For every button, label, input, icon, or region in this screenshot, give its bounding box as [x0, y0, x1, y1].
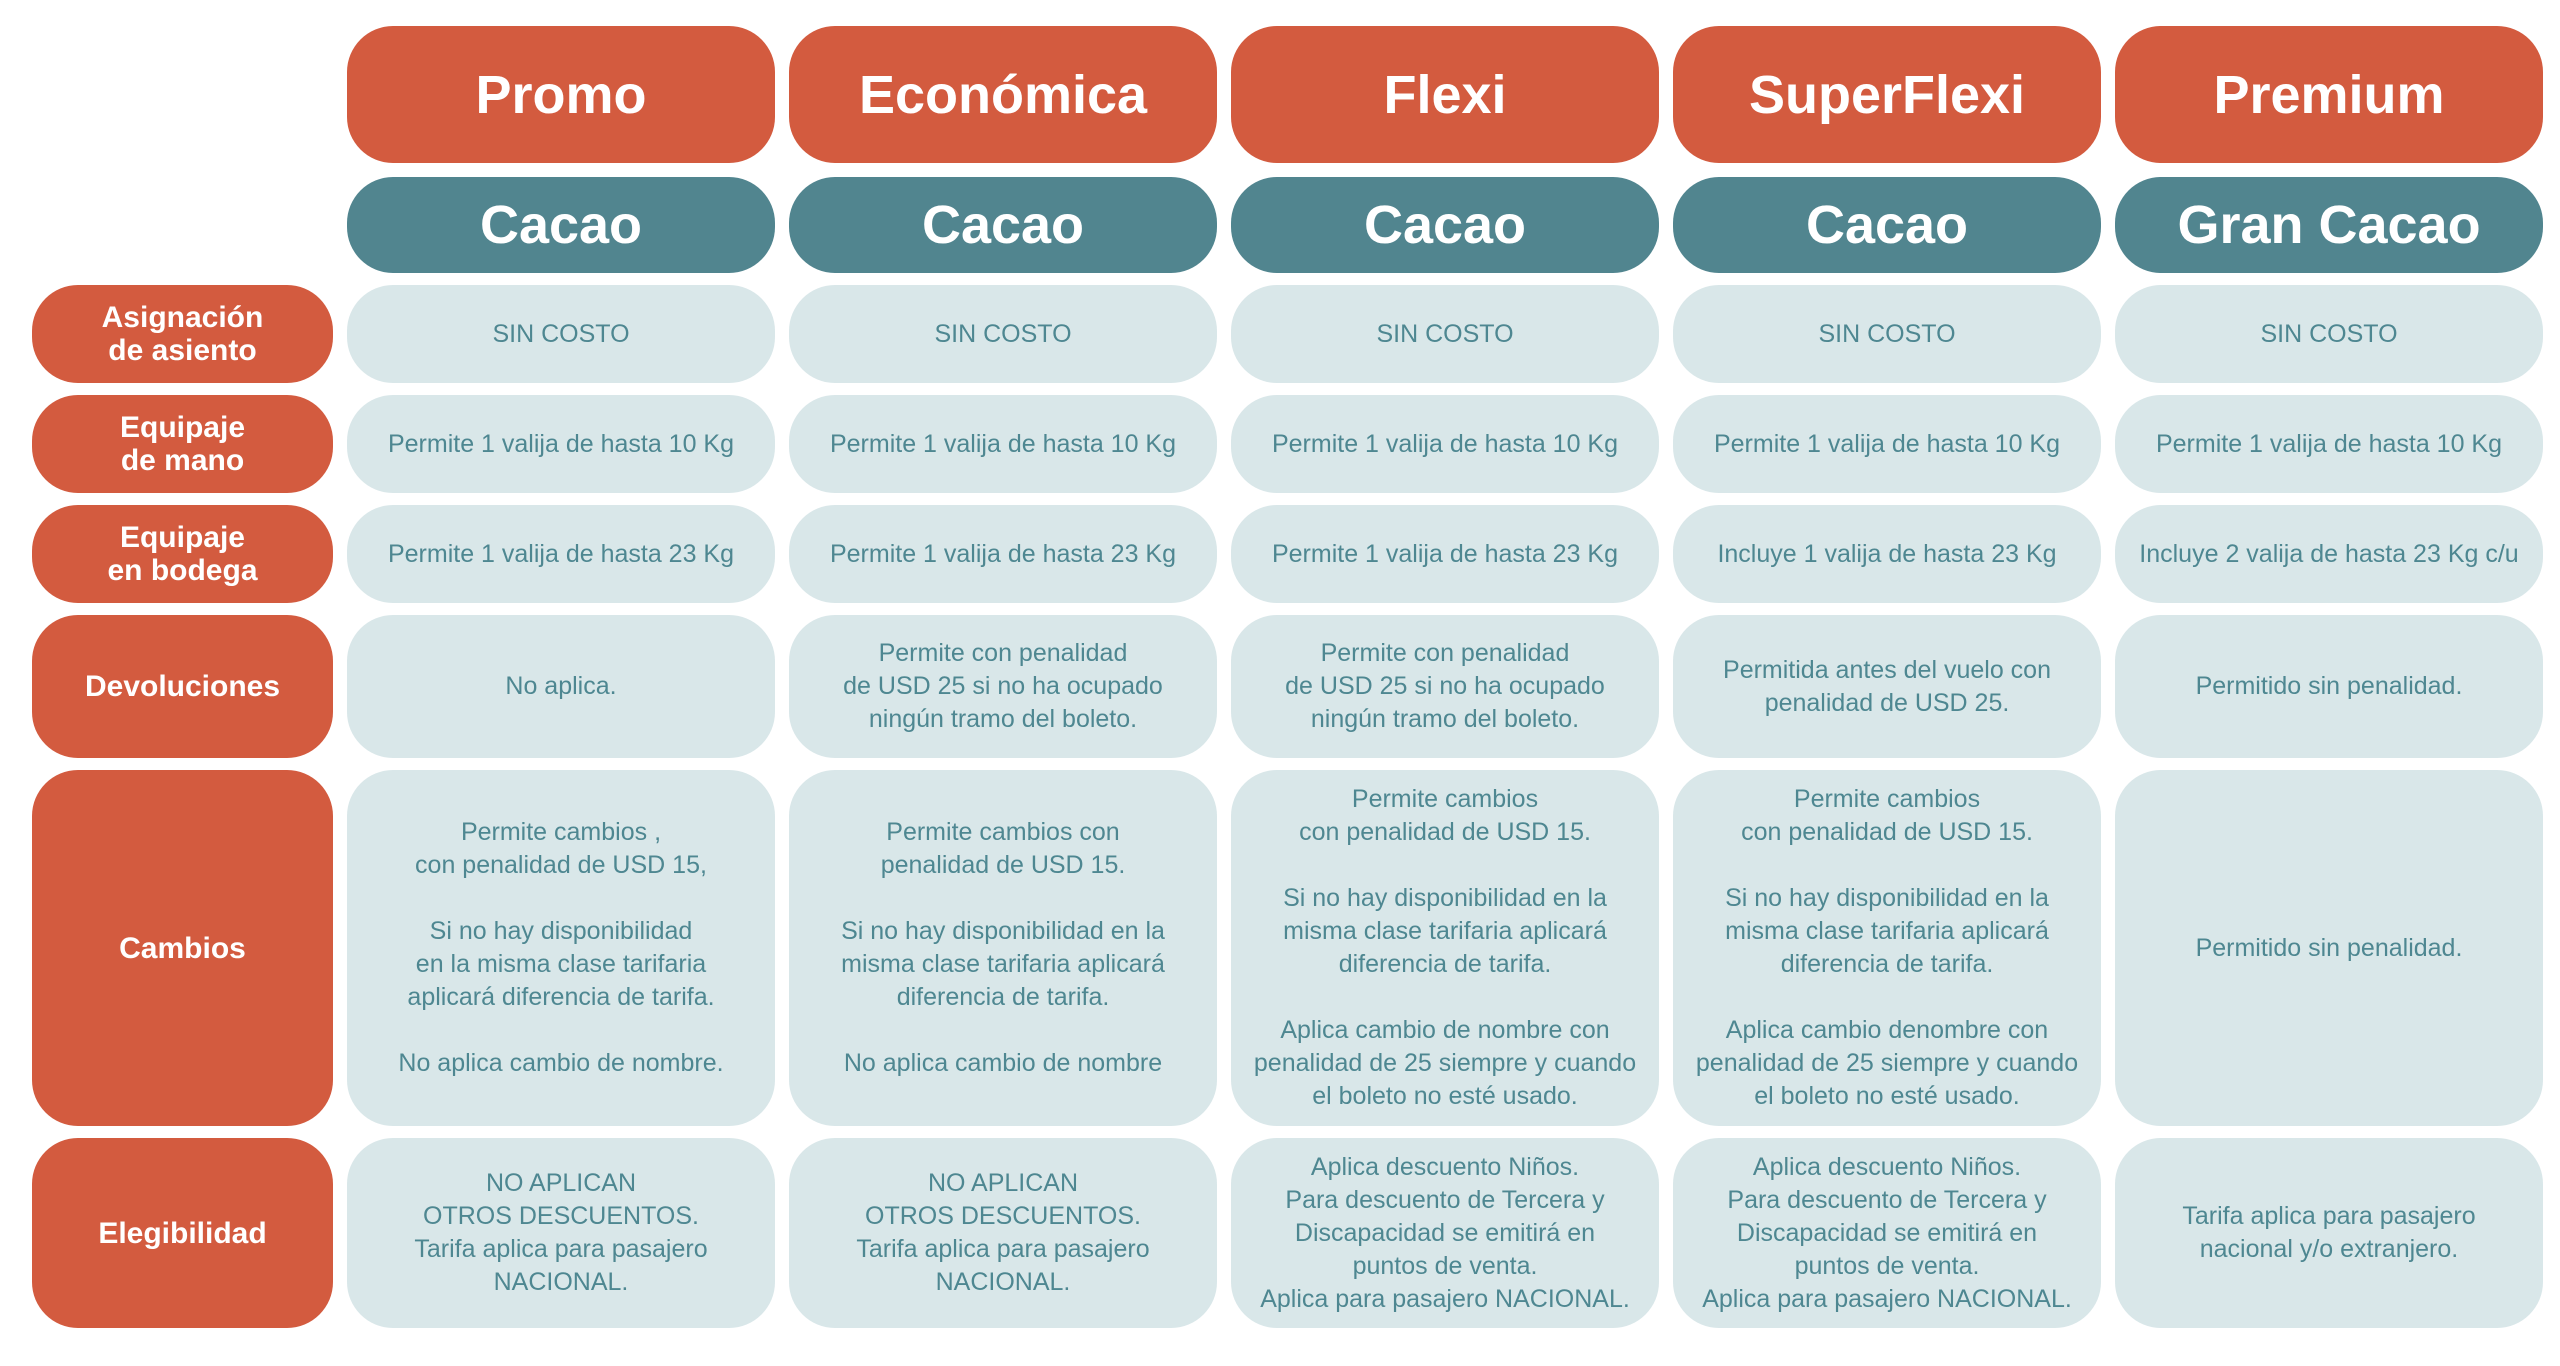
table-cell: Permite 1 valija de hasta 10 Kg — [1231, 395, 1659, 493]
fare-header-3: SuperFlexi — [1673, 26, 2101, 163]
cabin-header-2: Cacao — [1231, 177, 1659, 273]
table-cell: Aplica descuento Niños. Para descuento d… — [1231, 1138, 1659, 1328]
table-cell: Permite 1 valija de hasta 23 Kg — [789, 505, 1217, 603]
table-cell: Permitido sin penalidad. — [2115, 770, 2543, 1126]
table-cell: NO APLICAN OTROS DESCUENTOS. Tarifa apli… — [347, 1138, 775, 1328]
table-cell: Permite 1 valija de hasta 10 Kg — [1673, 395, 2101, 493]
table-cell: Permite 1 valija de hasta 23 Kg — [1231, 505, 1659, 603]
table-cell: SIN COSTO — [2115, 285, 2543, 383]
table-cell: Incluye 2 valija de hasta 23 Kg c/u — [2115, 505, 2543, 603]
table-cell: Permite cambios con penalidad de USD 15.… — [789, 770, 1217, 1126]
fare-comparison-table: Promo Económica Flexi SuperFlexi Premium Caca… — [32, 26, 2543, 1328]
table-cell: Permite cambios con penalidad de USD 15.… — [1231, 770, 1659, 1126]
fare-header-0: Promo — [347, 26, 775, 163]
table-cell: SIN COSTO — [347, 285, 775, 383]
row-label: Asignación de asiento — [32, 285, 333, 383]
cabin-header-1: Cacao — [789, 177, 1217, 273]
row-label: Devoluciones — [32, 615, 333, 758]
table-cell: Permite 1 valija de hasta 10 Kg — [789, 395, 1217, 493]
row-label: Equipaje de mano — [32, 395, 333, 493]
row-label: Cambios — [32, 770, 333, 1126]
table-cell: Permite con penalidad de USD 25 si no ha… — [1231, 615, 1659, 758]
table-cell: Incluye 1 valija de hasta 23 Kg — [1673, 505, 2101, 603]
cabin-header-4: Gran Cacao — [2115, 177, 2543, 273]
table-cell: Permite con penalidad de USD 25 si no ha… — [789, 615, 1217, 758]
table-cell: Permite 1 valija de hasta 10 Kg — [347, 395, 775, 493]
table-cell: Permite cambios , con penalidad de USD 1… — [347, 770, 775, 1126]
row-label: Elegibilidad — [32, 1138, 333, 1328]
table-cell: Permitido sin penalidad. — [2115, 615, 2543, 758]
corner-spacer — [32, 26, 333, 163]
table-cell: No aplica. — [347, 615, 775, 758]
fare-header-1: Económica — [789, 26, 1217, 163]
table-cell: Permite 1 valija de hasta 23 Kg — [347, 505, 775, 603]
table-cell: SIN COSTO — [1673, 285, 2101, 383]
table-cell: Permite cambios con penalidad de USD 15.… — [1673, 770, 2101, 1126]
fare-header-2: Flexi — [1231, 26, 1659, 163]
table-cell: SIN COSTO — [789, 285, 1217, 383]
table-cell: Aplica descuento Niños. Para descuento d… — [1673, 1138, 2101, 1328]
cabin-header-0: Cacao — [347, 177, 775, 273]
table-cell: Tarifa aplica para pasajero nacional y/o… — [2115, 1138, 2543, 1328]
table-cell: NO APLICAN OTROS DESCUENTOS. Tarifa apli… — [789, 1138, 1217, 1328]
table-cell: Permitida antes del vuelo con penalidad … — [1673, 615, 2101, 758]
cabin-header-3: Cacao — [1673, 177, 2101, 273]
row-label: Equipaje en bodega — [32, 505, 333, 603]
table-cell: Permite 1 valija de hasta 10 Kg — [2115, 395, 2543, 493]
table-cell: SIN COSTO — [1231, 285, 1659, 383]
corner-spacer — [32, 175, 333, 273]
fare-header-4: Premium — [2115, 26, 2543, 163]
